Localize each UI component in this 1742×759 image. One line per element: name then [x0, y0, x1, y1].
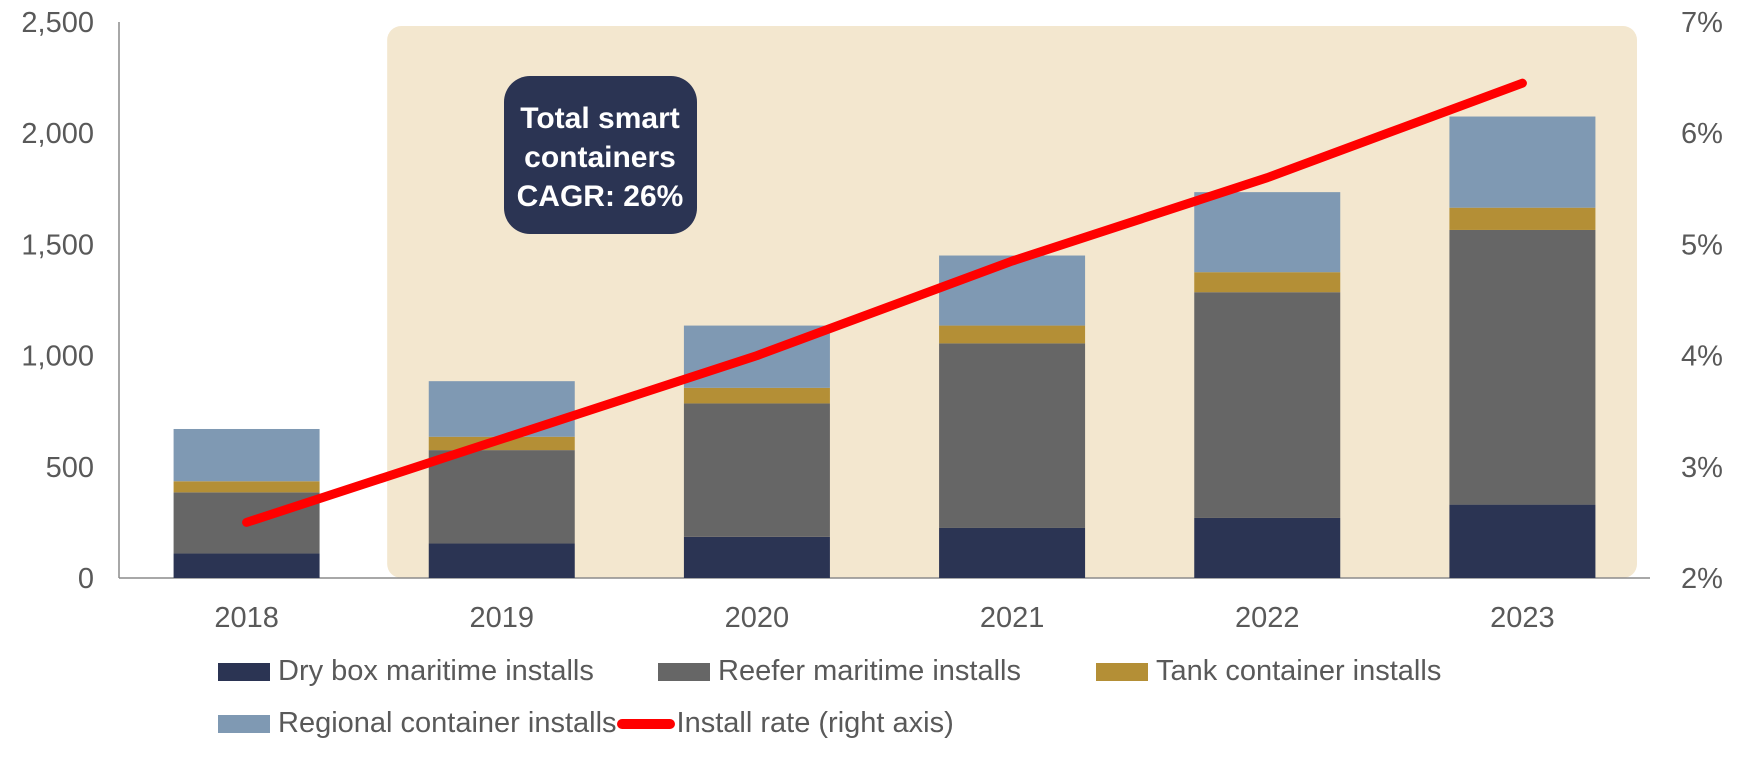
install-rate-point-2021 [1011, 260, 1014, 263]
bar-2019-series-1 [428, 450, 575, 544]
legend-label-install-rate: Install rate (right axis) [676, 707, 954, 739]
right-axis-ticks: 2% 3% 4% 5% 6% 7% [1681, 7, 1723, 595]
left-tick-label: 0 [78, 563, 94, 595]
legend-swatch-reefer [658, 662, 710, 681]
bar-2020-series-2 [683, 387, 830, 404]
legend-item-dry-box: Dry box maritime installs [218, 655, 594, 688]
left-tick-label: 500 [46, 452, 94, 484]
legend-item-reefer: Reefer maritime installs [658, 655, 1021, 688]
install-rate-point-2018 [245, 521, 248, 524]
legend-row-1: Dry box maritime installs Reefer maritim… [218, 655, 1518, 707]
x-axis-ticks: 2018 2019 2020 2021 2022 2023 [214, 602, 1554, 634]
right-tick-label: 4% [1681, 341, 1723, 373]
bar-2018-series-3 [173, 428, 320, 482]
cagr-annotation-line: containers [524, 141, 676, 174]
legend-item-tank: Tank container installs [1096, 655, 1441, 688]
x-tick-label: 2018 [214, 602, 279, 634]
install-rate-line [242, 78, 1527, 527]
bar-2023-series-2 [1449, 207, 1596, 230]
bar-stacks [173, 116, 1596, 578]
bar-2019-series-3 [428, 381, 575, 437]
right-tick-label: 7% [1681, 7, 1723, 39]
x-tick-label: 2019 [469, 602, 534, 634]
left-tick-label: 2,000 [21, 118, 94, 150]
cagr-annotation-box [504, 76, 697, 234]
legend: Dry box maritime installs Reefer maritim… [218, 655, 1518, 759]
install-rate-series-line [242, 78, 1527, 527]
bar-2023-series-3 [1449, 116, 1596, 208]
bar-2020-series-0 [683, 536, 830, 578]
bar-2018-series-0 [173, 553, 320, 578]
bar-2021-series-0 [939, 527, 1086, 578]
legend-swatch-tank [1096, 662, 1148, 681]
legend-swatch-regional [218, 714, 270, 733]
bar-2019-series-0 [428, 543, 575, 578]
legend-item-regional: Regional container installs Install rate… [218, 707, 954, 740]
x-tick-label: 2021 [980, 602, 1045, 634]
legend-swatch-dry-box [218, 662, 270, 681]
right-tick-label: 5% [1681, 229, 1723, 261]
left-tick-label: 2,500 [21, 7, 94, 39]
x-tick-label: 2023 [1490, 602, 1555, 634]
left-tick-label: 1,000 [21, 341, 94, 373]
install-rate-point-2022 [1266, 176, 1269, 179]
right-tick-label: 3% [1681, 452, 1723, 484]
legend-swatch-install-rate [616, 718, 675, 729]
x-tick-label: 2022 [1235, 602, 1300, 634]
bar-2020-series-1 [683, 403, 830, 537]
left-tick-label: 1,500 [21, 229, 94, 261]
chart: 0 500 1,000 1,500 2,000 2,500 2% 3% 4% 5% 6% 7% 20… [21, 7, 1723, 634]
right-tick-label: 6% [1681, 118, 1723, 150]
bar-2023-series-0 [1449, 504, 1596, 578]
cagr-annotation-line: CAGR: 26% [517, 180, 684, 213]
bar-2021-series-3 [939, 255, 1086, 326]
install-rate-point-2020 [755, 354, 758, 357]
cagr-annotation: Total smart containers CAGR: 26% [504, 76, 697, 234]
bar-2023-series-1 [1449, 229, 1596, 505]
right-tick-label: 2% [1681, 563, 1723, 595]
bar-2022-series-2 [1194, 272, 1341, 293]
x-tick-label: 2020 [725, 602, 790, 634]
install-rate-point-2019 [500, 438, 503, 440]
legend-label-tank: Tank container installs [1156, 655, 1442, 687]
cagr-annotation-line: Total smart [520, 102, 679, 135]
bar-2021-series-1 [939, 343, 1086, 528]
legend-label-regional: Regional container installs [278, 707, 617, 739]
legend-label-reefer: Reefer maritime installs [718, 655, 1021, 687]
bar-2022-series-3 [1194, 192, 1341, 273]
install-rate-point-2023 [1521, 82, 1524, 85]
legend-label-dry-box: Dry box maritime installs [278, 655, 594, 687]
bar-2021-series-2 [939, 325, 1086, 344]
bar-2022-series-1 [1194, 292, 1341, 518]
left-axis-ticks: 0 500 1,000 1,500 2,000 2,500 [21, 7, 94, 595]
axes [118, 22, 1650, 579]
legend-row-2: Regional container installs Install rate… [218, 707, 1518, 759]
bar-2022-series-0 [1194, 517, 1341, 578]
bar-2018-series-2 [173, 481, 320, 493]
